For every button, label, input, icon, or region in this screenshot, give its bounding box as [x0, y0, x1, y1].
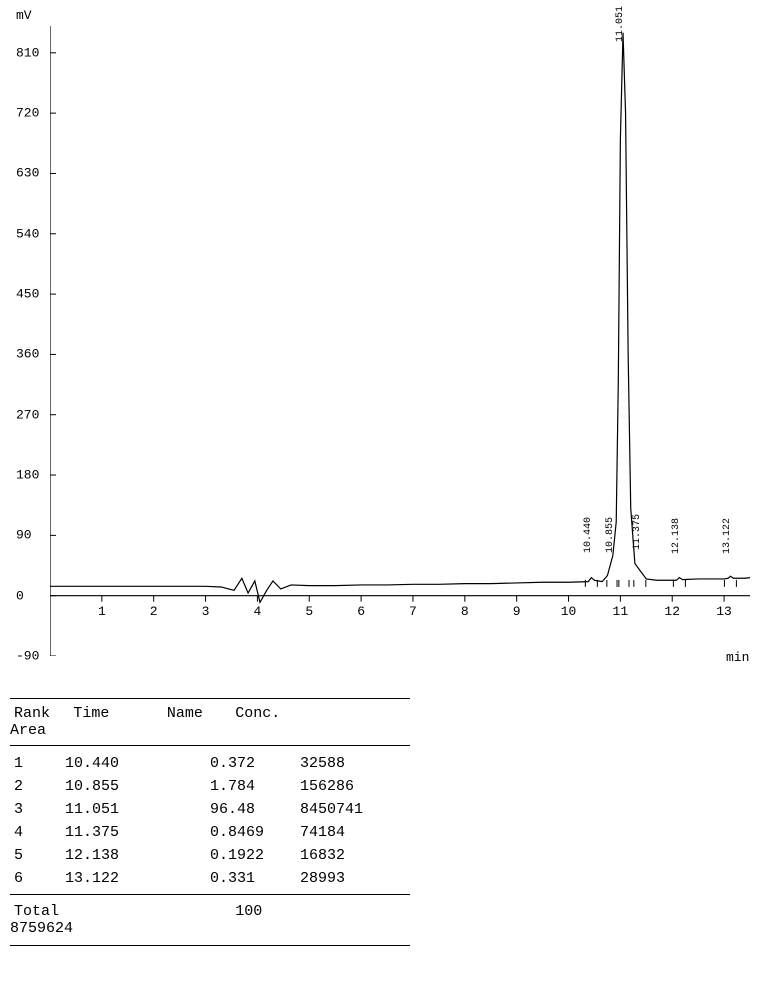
cell-rank: 3: [10, 801, 65, 818]
cell-conc: 96.48: [210, 801, 300, 818]
y-axis-title: mV: [16, 8, 32, 23]
cell-area: 156286: [300, 778, 395, 795]
cell-time: 11.051: [65, 801, 150, 818]
cell-conc: 0.1922: [210, 847, 300, 864]
cell-time: 10.855: [65, 778, 150, 795]
table-row: 110.440 0.37232588: [10, 752, 410, 775]
cell-area: 32588: [300, 755, 395, 772]
y-tick-label: 90: [16, 528, 32, 543]
cell-time: 11.375: [65, 824, 150, 841]
peak-label: 12.138: [671, 518, 682, 554]
table-row: 210.855 1.784156286: [10, 775, 410, 798]
table-row: 613.122 0.33128993: [10, 867, 410, 890]
cell-rank: 5: [10, 847, 65, 864]
peak-label: 11.051: [615, 6, 626, 42]
y-tick-label: 720: [16, 106, 39, 121]
chromatogram-chart: mV -90090180270360450540630720810 123456…: [10, 8, 750, 688]
cell-rank: 4: [10, 824, 65, 841]
cell-time: 13.122: [65, 870, 150, 887]
cell-rank: 6: [10, 870, 65, 887]
col-rank: Rank: [10, 705, 65, 722]
total-label: Total: [10, 903, 65, 920]
cell-area: 8450741: [300, 801, 395, 818]
col-time: Time: [73, 705, 158, 722]
cell-conc: 1.784: [210, 778, 300, 795]
table-row: 512.138 0.192216832: [10, 844, 410, 867]
y-tick-label: 630: [16, 166, 39, 181]
y-tick-label: 360: [16, 347, 39, 362]
cell-time: 10.440: [65, 755, 150, 772]
y-tick-label: 270: [16, 407, 39, 422]
cell-area: 28993: [300, 870, 395, 887]
peak-label: 13.122: [722, 518, 733, 554]
cell-conc: 0.331: [210, 870, 300, 887]
cell-rank: 2: [10, 778, 65, 795]
cell-time: 12.138: [65, 847, 150, 864]
figure-root: mV -90 0 90 180 270 360 450 540 630 720 810 1 2 3 4 5 6…: [0, 0, 762, 1000]
y-tick-label: 450: [16, 287, 39, 302]
peak-label: 10.855: [605, 517, 616, 553]
table-body: 110.440 0.37232588 210.855 1.784156286 311.0…: [10, 746, 410, 895]
cell-rank: 1: [10, 755, 65, 772]
table-row: 411.375 0.846974184: [10, 821, 410, 844]
total-area: 8759624: [10, 920, 105, 937]
total-conc: 100: [235, 903, 325, 920]
cell-conc: 0.8469: [210, 824, 300, 841]
col-name: Name: [167, 705, 227, 722]
y-tick-label: 540: [16, 226, 39, 241]
peak-table: Rank Time Name Conc. Area 110.4400.37232…: [10, 698, 410, 946]
col-area: Area: [10, 722, 105, 739]
peak-label: 10.440: [583, 517, 594, 553]
cell-area: 16832: [300, 847, 395, 864]
chromatogram-svg: [50, 26, 750, 656]
table-row: 311.051 96.488450741: [10, 798, 410, 821]
y-tick-label: 0: [16, 588, 24, 603]
y-tick-label: 810: [16, 45, 39, 60]
peak-label: 11.375: [632, 514, 643, 550]
cell-conc: 0.372: [210, 755, 300, 772]
y-tick-label: -90: [16, 649, 39, 664]
table-total-row: Total 100 8759624: [10, 895, 410, 946]
col-conc: Conc.: [235, 705, 325, 722]
y-tick-label: 180: [16, 468, 39, 483]
table-header-row: Rank Time Name Conc. Area: [10, 699, 410, 746]
cell-area: 74184: [300, 824, 395, 841]
